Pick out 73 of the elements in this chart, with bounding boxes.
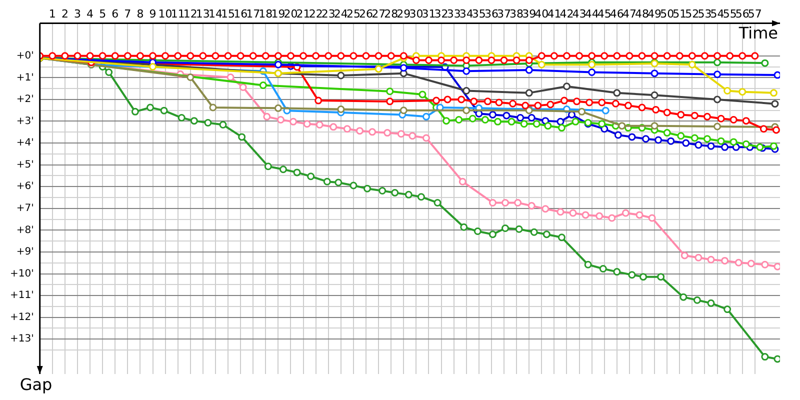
x-tick-label: 33 (446, 7, 461, 20)
y-tick-label: +11' (10, 290, 34, 302)
y-tick-label: +6' (16, 181, 34, 192)
x-tick-label: 9 (149, 7, 156, 20)
x-tick-label: 34 (459, 7, 474, 20)
x-tick-label: 19 (271, 7, 286, 20)
x-tick-label: 15 (221, 7, 236, 20)
x-tick-label: 36 (484, 7, 498, 20)
x-tick-label: 5 (99, 7, 106, 20)
x-tick-label: 8 (136, 7, 144, 20)
x-tick-label: 53 (698, 7, 712, 20)
x-tick-label: 25 (346, 7, 360, 20)
x-tick-label: 51 (672, 7, 687, 20)
x-tick-label: 52 (685, 7, 700, 20)
y-tick-label: +0' (16, 50, 34, 62)
x-tick-label: 28 (384, 7, 398, 20)
x-axis-title: Time (738, 23, 778, 42)
x-tick-label: 48 (635, 7, 650, 20)
x-tick-label: 44 (584, 7, 599, 20)
x-tick-label: 23 (321, 7, 336, 20)
x-tick-label: 40 (534, 7, 549, 20)
x-tick-label: 47 (622, 7, 636, 20)
x-tick-label: 20 (284, 7, 298, 20)
x-tick-label: 43 (572, 7, 586, 20)
y-tick-label: +2' (16, 94, 34, 106)
x-tick-label: 2 (61, 7, 68, 20)
x-tick-label: 3 (74, 7, 81, 20)
x-tick-label: 50 (660, 7, 674, 20)
y-tick-label: +1' (16, 72, 34, 84)
x-tick-label: 29 (396, 7, 411, 20)
x-tick-label: 18 (258, 7, 273, 20)
y-tick-label: +12' (10, 312, 34, 323)
x-tick-label: 57 (748, 7, 762, 20)
x-tick-label: 7 (124, 7, 132, 20)
y-tick-label: +3' (16, 116, 34, 127)
x-tick-label: 39 (522, 7, 536, 20)
y-tick-label: +10' (10, 268, 34, 280)
x-tick-label: 12 (183, 7, 198, 20)
x-tick-label: 32 (434, 7, 448, 20)
x-tick-label: 41 (547, 7, 562, 20)
x-tick-label: 49 (648, 7, 662, 20)
y-tick-label: +13' (10, 334, 34, 345)
x-tick-label: 22 (308, 7, 323, 20)
x-tick-label: 45 (597, 7, 612, 20)
x-tick-label: 21 (296, 7, 310, 20)
x-tick-label: 24 (334, 7, 348, 20)
x-tick-label: 4 (86, 7, 94, 20)
x-tick-label: 42 (560, 7, 574, 20)
x-tick-label: 1 (48, 7, 56, 20)
x-tick-label: 37 (497, 7, 512, 20)
x-tick-label: 13 (196, 7, 210, 20)
y-axis-title: Gap (20, 375, 52, 394)
x-tick-label: 30 (409, 7, 424, 20)
x-tick-label: 46 (610, 7, 624, 20)
x-tick-label: 16 (234, 7, 248, 20)
x-tick-label: 35 (472, 7, 486, 20)
x-tick-label: 55 (722, 7, 737, 20)
x-tick-label: 14 (208, 7, 222, 20)
x-tick-label: 6 (112, 7, 119, 20)
y-tick-label: +4' (16, 138, 34, 149)
x-tick-label: 27 (372, 7, 386, 20)
x-tick-label: 10 (158, 7, 172, 20)
x-tick-label: 17 (246, 7, 260, 20)
y-tick-label: +5' (16, 159, 34, 170)
x-tick-label: 38 (510, 7, 524, 20)
y-tick-label: +7' (16, 203, 34, 214)
x-tick-label: 56 (735, 7, 750, 20)
x-tick-label: 11 (170, 7, 185, 20)
x-tick-label: 31 (422, 7, 436, 20)
x-tick-label: 54 (710, 7, 724, 20)
y-tick-label: +9' (16, 246, 34, 258)
y-tick-label: +8' (16, 224, 34, 236)
x-tick-label: 26 (359, 7, 374, 20)
